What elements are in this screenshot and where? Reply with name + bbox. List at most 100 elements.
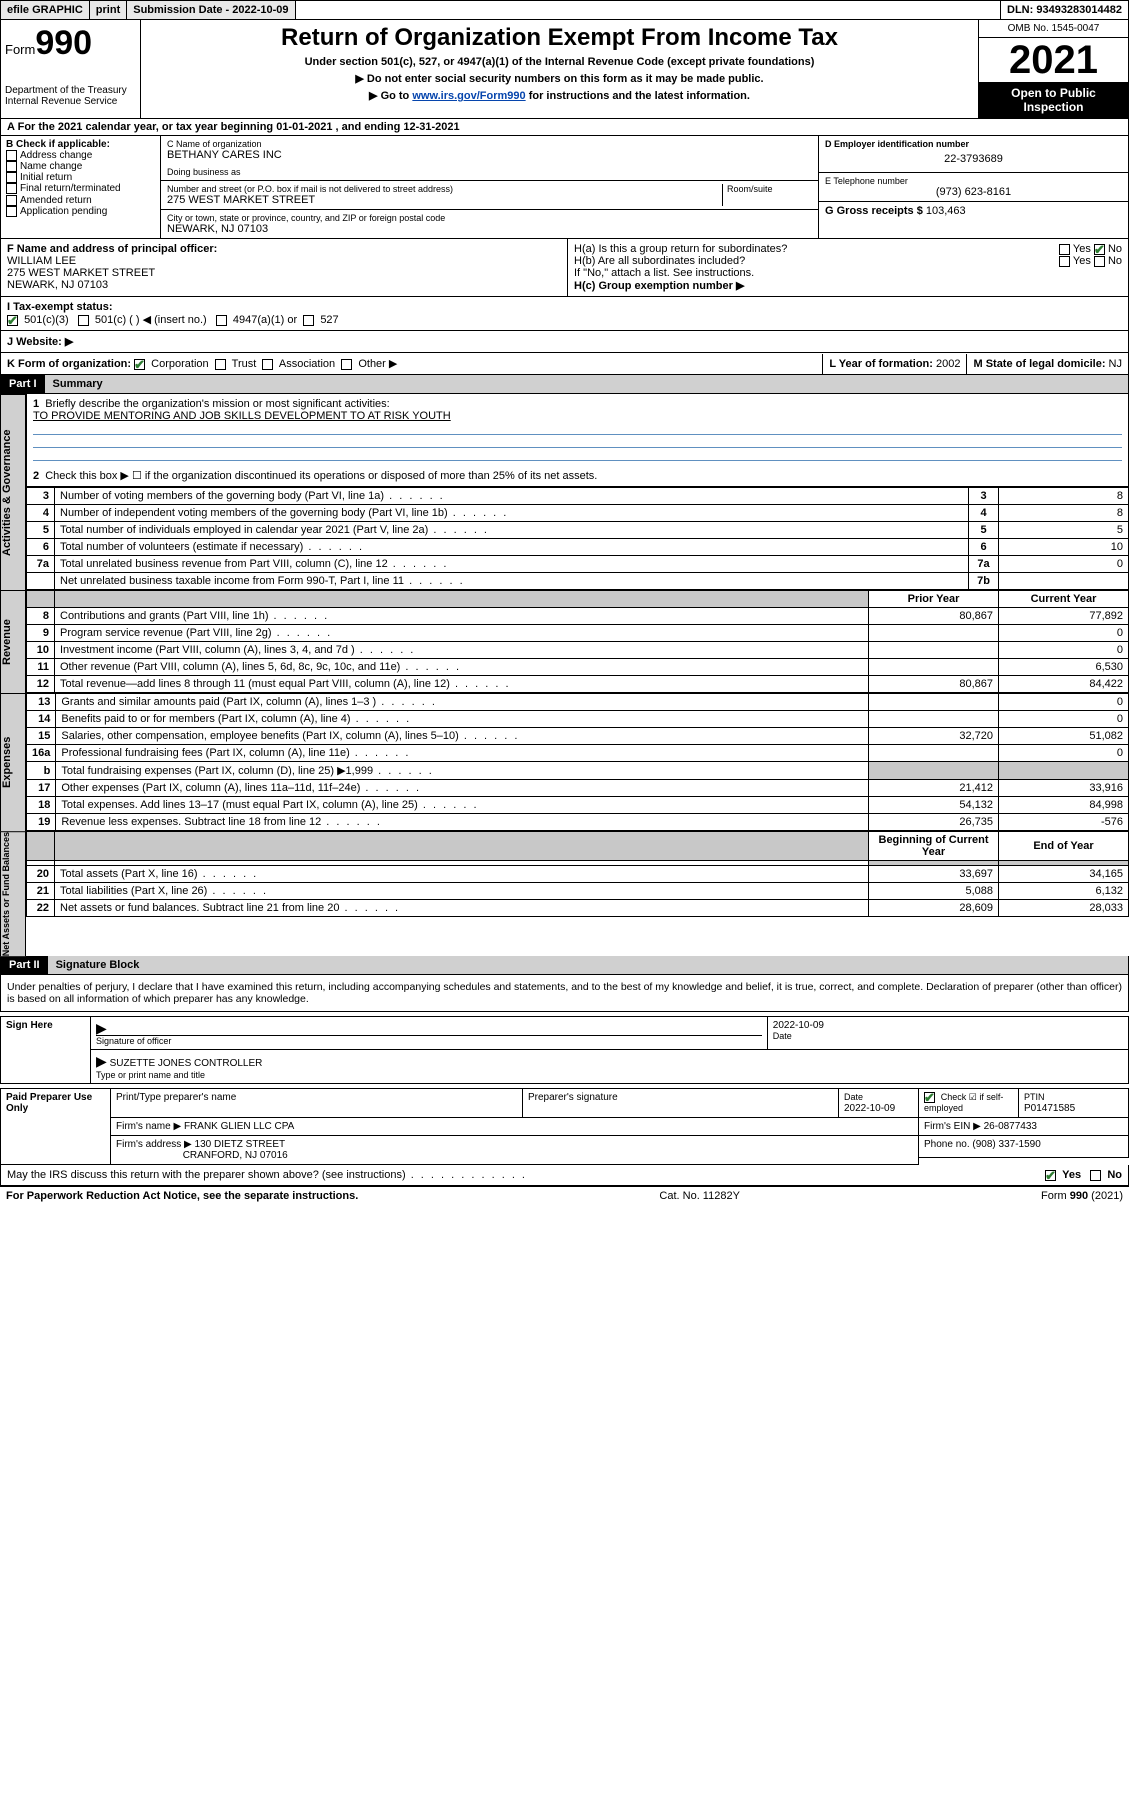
city-state-zip: NEWARK, NJ 07103 [167, 223, 812, 235]
officer-name: WILLIAM LEE [7, 255, 561, 267]
corp-checkbox[interactable] [134, 359, 145, 370]
street-address: 275 WEST MARKET STREET [167, 194, 722, 206]
form-header: Form990 Department of the Treasury Inter… [0, 20, 1129, 119]
sign-date-label: Date [773, 1031, 1123, 1041]
amended-checkbox[interactable] [6, 195, 17, 206]
mission-text: TO PROVIDE MENTORING AND JOB SKILLS DEVE… [33, 410, 1122, 422]
instructions-link[interactable]: www.irs.gov/Form990 [412, 90, 525, 102]
4947-checkbox[interactable] [216, 315, 227, 326]
discuss-row: May the IRS discuss this return with the… [0, 1165, 1129, 1186]
firm-addr2: CRANFORD, NJ 07016 [183, 1150, 288, 1161]
dept-label: Department of the Treasury [5, 85, 136, 96]
firm-ein: 26-0877433 [984, 1121, 1037, 1132]
tax-year-range: A For the 2021 calendar year, or tax yea… [0, 119, 1129, 136]
part1-header: Part I Summary [0, 375, 1129, 394]
check-applicable-label: B Check if applicable: [6, 139, 155, 150]
final-return-checkbox[interactable] [6, 183, 17, 194]
efile-label: efile GRAPHIC [1, 1, 90, 19]
org-name: BETHANY CARES INC [167, 149, 812, 161]
hb-yes-checkbox[interactable] [1059, 256, 1070, 267]
submission-date: Submission Date - 2022-10-09 [127, 1, 295, 19]
sig-officer-label: Signature of officer [96, 1036, 762, 1046]
firm-phone: (908) 337-1590 [972, 1139, 1040, 1150]
room-label: Room/suite [727, 184, 812, 194]
firm-addr1: 130 DIETZ STREET [195, 1139, 286, 1150]
dba-label: Doing business as [167, 167, 812, 177]
phone-label: E Telephone number [825, 176, 1122, 186]
subtitle-2: ▶ Do not enter social security numbers o… [149, 72, 970, 85]
assoc-checkbox[interactable] [262, 359, 273, 370]
ptin-value: P01471585 [1024, 1103, 1075, 1114]
sign-here-label: Sign Here [1, 1017, 91, 1084]
hc-label: H(c) Group exemption number ▶ [574, 279, 1122, 292]
officer-printed-name: SUZETTE JONES CONTROLLER [110, 1058, 263, 1069]
preparer-sig-col: Preparer's signature [522, 1089, 838, 1118]
irs-label: Internal Revenue Service [5, 96, 136, 107]
hb-question: H(b) Are all subordinates included? [574, 255, 1059, 267]
officer-label: F Name and address of principal officer: [7, 243, 561, 255]
city-label: City or town, state or province, country… [167, 213, 812, 223]
org-name-label: C Name of organization [167, 139, 812, 149]
app-pending-checkbox[interactable] [6, 206, 17, 217]
omb-number: OMB No. 1545-0047 [979, 20, 1128, 38]
revenue-table: Prior YearCurrent Year8Contributions and… [26, 590, 1129, 693]
street-label: Number and street (or P.O. box if mail i… [167, 184, 722, 194]
gross-receipts-label: G Gross receipts $ [825, 205, 923, 217]
other-checkbox[interactable] [341, 359, 352, 370]
subtitle-1: Under section 501(c), 527, or 4947(a)(1)… [149, 56, 970, 68]
paid-preparer-label: Paid Preparer Use Only [1, 1089, 111, 1165]
page-footer: For Paperwork Reduction Act Notice, see … [0, 1186, 1129, 1205]
netassets-tab: Net Assets or Fund Balances [0, 831, 26, 956]
phone-value: (973) 623-8161 [825, 186, 1122, 198]
501c3-checkbox[interactable] [7, 315, 18, 326]
sign-here-table: Sign Here ▶ Signature of officer 2022-10… [0, 1016, 1129, 1084]
expenses-table: 13Grants and similar amounts paid (Part … [26, 693, 1129, 831]
discuss-yes-checkbox[interactable] [1045, 1170, 1056, 1181]
printed-name-label: Type or print name and title [96, 1070, 1123, 1080]
org-info-block: B Check if applicable: Address change Na… [0, 136, 1129, 239]
officer-addr1: 275 WEST MARKET STREET [7, 267, 561, 279]
ein-value: 22-3793689 [825, 149, 1122, 169]
paperwork-notice: For Paperwork Reduction Act Notice, see … [6, 1190, 358, 1202]
form-label: Form [5, 42, 35, 57]
trust-checkbox[interactable] [215, 359, 226, 370]
open-inspection-badge: Open to Public Inspection [979, 82, 1128, 118]
dln-label: DLN: 93493283014482 [1001, 1, 1128, 19]
top-toolbar: efile GRAPHIC print Submission Date - 20… [0, 0, 1129, 20]
ha-yes-checkbox[interactable] [1059, 244, 1070, 255]
name-change-checkbox[interactable] [6, 161, 17, 172]
527-checkbox[interactable] [303, 315, 314, 326]
line2-text: Check this box ▶ ☐ if the organization d… [45, 470, 597, 482]
discuss-no-checkbox[interactable] [1090, 1170, 1101, 1181]
501c-checkbox[interactable] [78, 315, 89, 326]
expenses-tab: Expenses [0, 693, 26, 831]
form-title: Return of Organization Exempt From Incom… [149, 24, 970, 52]
subtitle-3: ▶ Go to www.irs.gov/Form990 for instruct… [149, 89, 970, 102]
ha-question: H(a) Is this a group return for subordin… [574, 243, 1059, 255]
addr-change-checkbox[interactable] [6, 150, 17, 161]
ein-label: D Employer identification number [825, 139, 1122, 149]
gross-receipts-value: 103,463 [926, 205, 966, 217]
preparer-name-col: Print/Type preparer's name [111, 1089, 523, 1118]
revenue-tab: Revenue [0, 590, 26, 693]
officer-addr2: NEWARK, NJ 07103 [7, 279, 561, 291]
paid-preparer-table: Paid Preparer Use Only Print/Type prepar… [0, 1088, 1129, 1165]
form-number: 990 [35, 24, 92, 62]
governance-table: 3Number of voting members of the governi… [26, 487, 1129, 590]
netassets-table: Beginning of Current YearEnd of Year20To… [26, 831, 1129, 917]
firm-name: FRANK GLIEN LLC CPA [184, 1121, 294, 1132]
tax-year: 2021 [979, 38, 1128, 82]
state-domicile: NJ [1109, 358, 1122, 370]
self-employed-checkbox[interactable] [924, 1092, 935, 1103]
hb-note: If "No," attach a list. See instructions… [574, 267, 1122, 279]
governance-tab: Activities & Governance [0, 394, 26, 590]
website-label: J Website: ▶ [1, 331, 79, 352]
hb-no-checkbox[interactable] [1094, 256, 1105, 267]
officer-block: F Name and address of principal officer:… [0, 239, 1129, 297]
ha-no-checkbox[interactable] [1094, 244, 1105, 255]
prep-date: 2022-10-09 [844, 1103, 895, 1114]
initial-return-checkbox[interactable] [6, 172, 17, 183]
print-button[interactable]: print [90, 1, 127, 19]
year-formation: 2002 [936, 358, 960, 370]
sign-date: 2022-10-09 [773, 1020, 1123, 1031]
